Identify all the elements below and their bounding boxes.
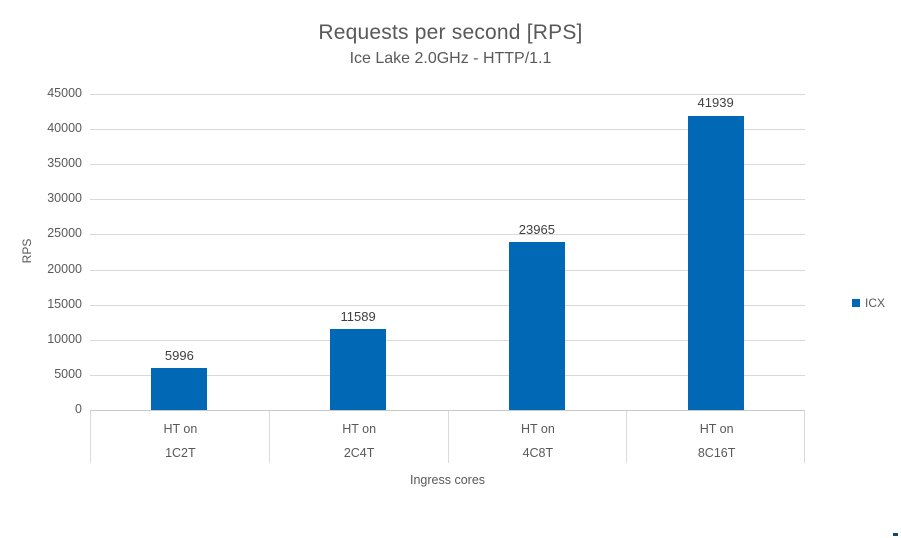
x-category-8C16T: HT on 8C16T (626, 411, 806, 463)
y-tick-label: 10000 (47, 331, 82, 346)
x-category-line2: 4C8T (522, 446, 554, 460)
gridline (90, 374, 805, 376)
x-category-line1: HT on (342, 422, 377, 436)
y-tick-label: 35000 (47, 156, 82, 171)
bar-value-label: 5996 (164, 347, 194, 363)
y-tick-label: 45000 (47, 86, 82, 100)
x-category-line2: 8C16T (697, 446, 736, 460)
x-category-line2: 2C4T (343, 446, 375, 460)
y-tick-label: 20000 (47, 261, 82, 276)
y-tick-label: 15000 (47, 296, 82, 311)
x-category-line1: HT on (163, 422, 198, 436)
bar-8C16T (687, 115, 744, 410)
chart-subtitle: Ice Lake 2.0GHz - HTTP/1.1 (349, 50, 552, 67)
y-axis-title: RPS (20, 238, 34, 264)
y-tick-label: 5000 (54, 366, 82, 381)
corner-artifact (893, 533, 898, 536)
gridline (90, 94, 805, 95)
x-category-2C4T: HT on 2C4T (268, 411, 449, 463)
bar-value-label: 23965 (518, 221, 555, 237)
y-tick-label: 40000 (47, 121, 82, 136)
legend-swatch-icon (852, 299, 860, 307)
y-tick-label: 25000 (47, 226, 82, 241)
gridline (90, 269, 805, 271)
legend: ICX (852, 296, 885, 310)
x-category-4C8T: HT on 4C8T (447, 411, 628, 463)
x-category-1C2T: HT on 1C2T (90, 411, 270, 463)
legend-series-label: ICX (865, 296, 886, 310)
x-axis-title: Ingress cores (409, 473, 486, 487)
gridline (90, 234, 805, 236)
bar-1C2T (151, 367, 208, 410)
plot-area: 5996 11589 23965 41939 (90, 94, 805, 410)
bar-2C4T (330, 328, 387, 410)
x-axis-category-labels: HT on 1C2T HT on 2C4T HT on 4C8T HT on 8C16T (90, 410, 805, 463)
y-tick-label: 0 (75, 402, 82, 416)
bar-value-label: 41939 (697, 95, 734, 111)
x-category-line1: HT on (520, 422, 555, 436)
bar-4C8T (508, 241, 565, 410)
x-category-line1: HT on (699, 422, 734, 436)
bar-value-label: 11589 (340, 308, 376, 324)
gridline (90, 129, 805, 131)
gridline (90, 164, 805, 166)
gridline (90, 304, 805, 306)
gridline (90, 339, 805, 341)
y-tick-label: 30000 (47, 191, 82, 206)
chart-title: Requests per second [RPS] (318, 21, 583, 44)
gridline (90, 199, 805, 201)
x-category-line2: 1C2T (165, 446, 196, 460)
